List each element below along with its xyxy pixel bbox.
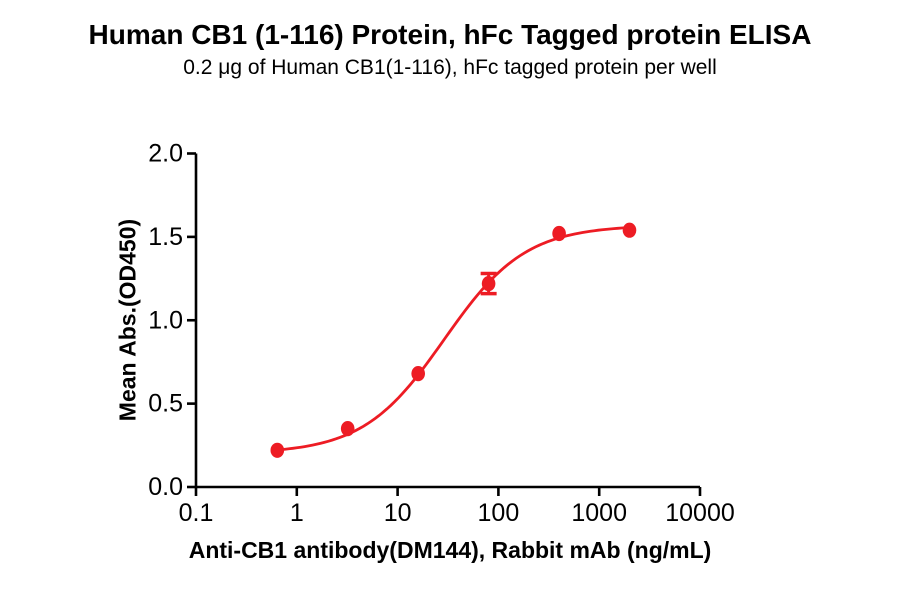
- data-point: [552, 225, 566, 242]
- data-point: [411, 366, 426, 382]
- chart-subtitle: 0.2 μg of Human CB1(1-116), hFc tagged p…: [183, 56, 717, 79]
- x-tick-label: 1000: [571, 499, 627, 527]
- x-tick-label: 10: [384, 499, 412, 527]
- x-tick-label: 1: [290, 499, 304, 527]
- axis-spine: [194, 153, 700, 489]
- chart-title: Human CB1 (1-116) Protein, hFc Tagged pr…: [88, 19, 812, 50]
- y-tick-label: 1.0: [148, 306, 183, 334]
- y-tick-label: 0.5: [148, 390, 183, 418]
- data-point: [622, 222, 637, 238]
- y-tick-label: 0.0: [148, 473, 183, 501]
- y-tick-label: 2.0: [148, 140, 183, 168]
- data-point: [270, 442, 285, 458]
- x-tick-label: 0.1: [179, 499, 214, 527]
- data-point: [340, 421, 355, 437]
- x-tick-label: 100: [478, 499, 520, 527]
- fit-curve: [275, 226, 631, 452]
- x-tick-label: 10000: [665, 499, 735, 527]
- y-tick-label: 1.5: [148, 223, 183, 251]
- data-point: [481, 276, 496, 292]
- x-axis-label: Anti-CB1 antibody(DM144), Rabbit mAb (ng…: [188, 537, 712, 563]
